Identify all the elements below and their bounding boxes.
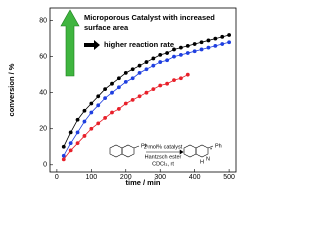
annotation: higher reaction rate — [104, 40, 174, 49]
plot-frame — [49, 7, 237, 173]
data-point — [185, 72, 190, 77]
y-axis-title: conversion / % — [7, 63, 16, 116]
y-tick-label: 80 — [39, 17, 47, 24]
data-point — [116, 76, 121, 81]
data-point — [213, 43, 218, 48]
data-point — [110, 81, 114, 86]
data-point — [130, 67, 135, 72]
y-tick-label: 0 — [43, 162, 47, 169]
data-point — [123, 70, 128, 75]
data-point — [172, 47, 176, 52]
scheme-label: CDCl₃, rt — [152, 161, 174, 167]
data-point — [158, 60, 163, 64]
data-point — [89, 126, 94, 131]
data-point — [206, 45, 211, 50]
data-point — [151, 56, 156, 61]
x-tick-label: 400 — [189, 174, 201, 181]
data-point — [144, 60, 149, 64]
data-point — [68, 141, 73, 146]
data-point — [213, 36, 218, 41]
scheme-label: N — [206, 156, 210, 162]
chart: conversion / % time / min Microporous Ca… — [7, 7, 237, 187]
x-tick-label: 0 — [55, 174, 59, 181]
data-point — [192, 42, 197, 46]
data-point — [165, 58, 170, 63]
data-point — [144, 67, 149, 72]
data-point — [199, 47, 204, 52]
reaction-scheme — [109, 144, 214, 158]
data-point — [151, 63, 156, 68]
data-point — [75, 141, 80, 146]
data-point — [123, 79, 128, 84]
data-point — [116, 107, 121, 111]
scheme-label: Ph — [141, 143, 148, 149]
annotation: surface area — [84, 23, 129, 32]
data-point — [96, 121, 101, 126]
y-tick-label: 40 — [39, 90, 47, 97]
data-point — [103, 116, 108, 120]
data-point — [89, 110, 94, 115]
data-point — [110, 90, 114, 95]
data-point — [75, 130, 80, 135]
x-tick-label: 300 — [154, 174, 166, 181]
data-point — [206, 38, 211, 43]
data-point — [61, 157, 66, 162]
data-point — [172, 54, 176, 59]
scheme-label: * — [210, 147, 213, 153]
x-tick-label: 500 — [223, 174, 235, 181]
data-point — [82, 119, 87, 124]
scheme-label: 2 mol% catalyst — [144, 144, 183, 150]
scheme-label: Hantzsch ester — [145, 154, 182, 160]
data-point — [227, 40, 232, 45]
data-point — [137, 70, 142, 75]
data-point — [68, 148, 73, 153]
scheme-label: Ph — [215, 143, 222, 149]
data-point — [172, 78, 176, 82]
data-point — [227, 33, 232, 37]
data-point — [178, 45, 183, 50]
x-tick-label: 100 — [85, 174, 97, 181]
data-point — [158, 52, 163, 57]
data-point — [89, 101, 94, 106]
data-point — [178, 52, 183, 57]
green-arrow — [60, 9, 80, 77]
x-tick-label: 200 — [120, 174, 132, 181]
black-arrow — [84, 40, 100, 50]
data-point — [220, 42, 225, 46]
annotation: Microporous Catalyst with increased — [84, 13, 215, 22]
data-point — [165, 81, 170, 86]
data-point — [220, 34, 225, 39]
data-point — [178, 76, 183, 81]
data-point — [130, 98, 135, 102]
data-point — [96, 103, 101, 108]
data-point — [110, 110, 114, 115]
data-point — [185, 43, 190, 48]
scheme-label: H — [200, 159, 204, 165]
data-point — [137, 94, 142, 99]
y-tick-label: 20 — [39, 126, 47, 133]
data-point — [75, 117, 80, 122]
data-point — [185, 51, 190, 55]
data-point — [103, 87, 108, 91]
data-point — [82, 134, 87, 138]
data-point — [137, 63, 142, 68]
data-point — [82, 108, 87, 113]
data-point — [61, 144, 66, 149]
data-point — [199, 40, 204, 45]
data-point — [68, 130, 73, 135]
data-point — [103, 96, 108, 101]
data-point — [144, 90, 149, 95]
data-point — [130, 76, 135, 81]
data-point — [192, 49, 197, 54]
y-tick-label: 60 — [39, 54, 47, 61]
data-point — [165, 51, 170, 55]
data-point — [61, 153, 66, 158]
data-point — [96, 94, 101, 99]
series-line — [63, 41, 230, 156]
data-point — [151, 87, 156, 91]
data-point — [123, 101, 128, 106]
data-point — [116, 85, 121, 90]
data-point — [158, 83, 163, 88]
x-axis-title: time / min — [125, 178, 160, 187]
